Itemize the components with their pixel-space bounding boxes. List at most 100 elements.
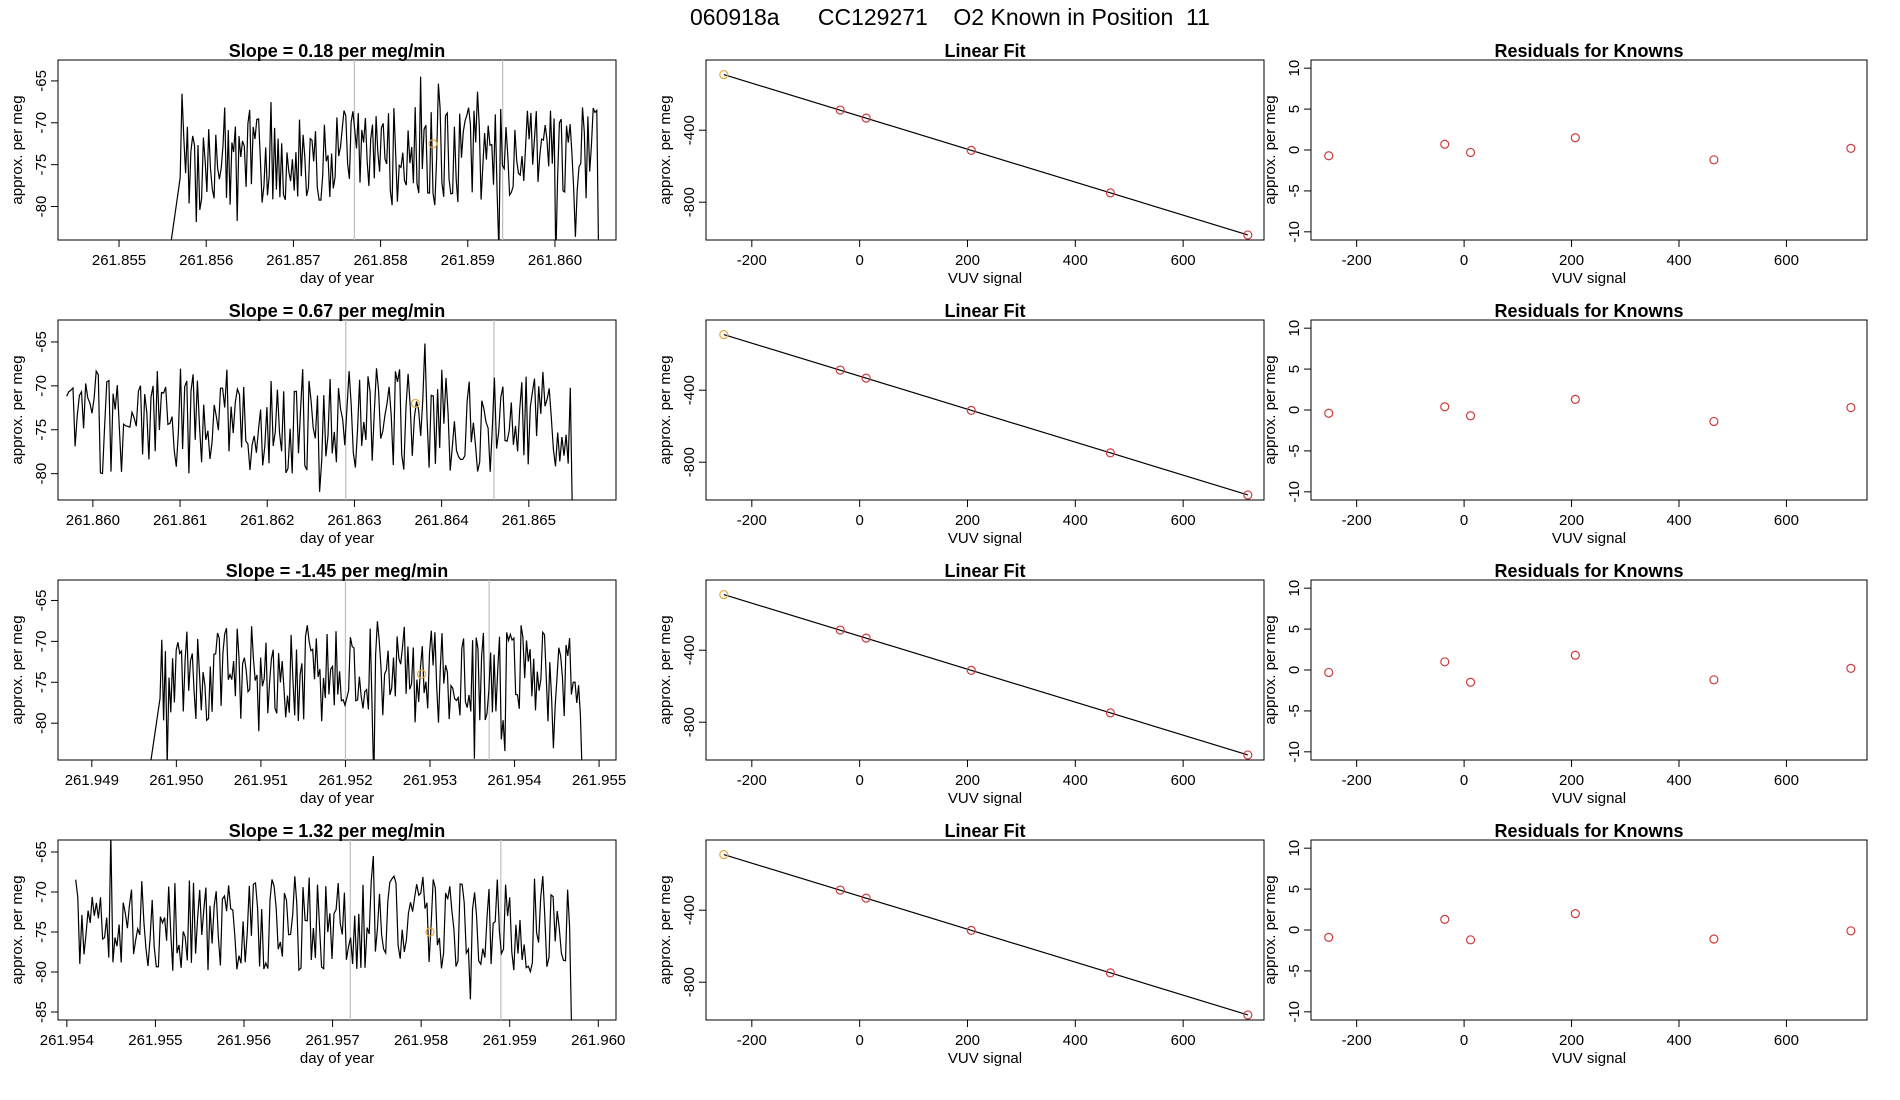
data-point (1465, 147, 1476, 158)
x-tick-label: 261.958 (394, 1032, 448, 1049)
x-tick-label: 261.960 (571, 1032, 625, 1049)
y-tick-label: -75 (33, 154, 50, 176)
chart-title: Slope = 0.18 per meg/min (229, 41, 446, 61)
x-axis-label: VUV signal (1552, 270, 1626, 287)
y-tick-label: -10 (1286, 221, 1303, 243)
plot-frame (705, 839, 1265, 1021)
data-point (1465, 935, 1476, 945)
y-tick-label: -75 (33, 419, 50, 441)
y-tick-label: -10 (1286, 1001, 1303, 1023)
y-tick-label: -80 (33, 712, 50, 734)
x-axis-label: VUV signal (948, 530, 1022, 547)
y-axis-label: approx. per meg (1262, 95, 1279, 204)
y-axis-label: approx. per meg (657, 95, 674, 204)
x-tick-label: 0 (855, 772, 863, 789)
y-tick-label: -400 (681, 895, 698, 925)
x-axis-label: day of year (300, 790, 374, 807)
data-point (861, 633, 871, 643)
y-tick-label: -70 (33, 631, 50, 653)
series-line (170, 76, 599, 240)
data-point (1105, 708, 1115, 718)
x-tick-label: -200 (1342, 252, 1372, 269)
data-point (1324, 932, 1334, 942)
x-tick-label: 0 (855, 252, 863, 269)
chart-title: Linear Fit (944, 561, 1025, 581)
x-axis-label: VUV signal (948, 790, 1022, 807)
chart-title: Residuals for Knowns (1494, 821, 1683, 841)
y-tick-label: -5 (1286, 184, 1303, 197)
plot-area (1324, 650, 1856, 687)
data-point (1709, 675, 1719, 685)
plot-frame (57, 319, 617, 501)
x-tick-label: 261.858 (353, 252, 407, 269)
plot-area (719, 69, 1253, 240)
y-tick-label: -65 (33, 841, 50, 863)
y-tick-label: -75 (33, 671, 50, 693)
y-tick-label: -800 (681, 967, 698, 997)
plot-area (1324, 909, 1856, 945)
x-tick-label: 261.952 (318, 772, 372, 789)
data-point (1243, 1010, 1253, 1020)
x-tick-label: 400 (1666, 252, 1691, 269)
x-tick-label: 600 (1171, 1032, 1196, 1049)
data-point (1105, 448, 1115, 458)
plot-area (150, 580, 583, 760)
data-point (1465, 677, 1476, 687)
x-tick-label: -200 (737, 252, 767, 269)
page-title: 060918a CC129271 O2 Known in Position 11 (690, 4, 1210, 30)
series-line (66, 343, 573, 500)
x-tick-label: -200 (1342, 1032, 1372, 1049)
y-tick-label: 0 (1286, 146, 1303, 154)
chart-panel-time_series-2: Slope = 0.67 per meg/min 261.860 261.861 26… (9, 301, 617, 547)
y-tick-label: -5 (1286, 704, 1303, 717)
plot-area (719, 849, 1253, 1020)
x-tick-label: 400 (1666, 772, 1691, 789)
data-point (1846, 926, 1856, 936)
x-tick-label: 261.855 (92, 252, 146, 269)
data-point (1570, 909, 1580, 919)
x-tick-label: 0 (1460, 512, 1468, 529)
chart-title: Slope = 1.32 per meg/min (229, 821, 446, 841)
x-axis-label: day of year (300, 1050, 374, 1067)
data-point (966, 145, 976, 155)
x-tick-label: -200 (737, 772, 767, 789)
plot-area (1324, 133, 1856, 165)
data-point (861, 893, 871, 903)
plot-area (75, 840, 572, 1020)
data-point (1709, 416, 1719, 427)
x-tick-label: 261.856 (179, 252, 233, 269)
y-axis-label: approx. per meg (9, 615, 26, 724)
chart-title: Slope = -1.45 per meg/min (226, 561, 449, 581)
data-point (1709, 934, 1719, 944)
y-axis-label: approx. per meg (657, 355, 674, 464)
x-tick-label: 261.955 (128, 1032, 182, 1049)
data-point (1846, 402, 1856, 413)
plot-area (719, 589, 1253, 760)
y-tick-label: -65 (33, 331, 50, 353)
data-point (1324, 408, 1334, 418)
x-tick-label: 600 (1774, 1032, 1799, 1049)
plot-area (66, 320, 573, 500)
plot-frame (57, 839, 617, 1021)
y-tick-label: -400 (681, 115, 698, 145)
x-axis-label: day of year (300, 530, 374, 547)
plot-frame (705, 59, 1265, 241)
y-axis-label: approx. per meg (9, 95, 26, 204)
x-tick-label: -200 (1342, 772, 1372, 789)
x-axis-label: VUV signal (948, 1050, 1022, 1067)
y-tick-label: 10 (1286, 840, 1303, 857)
chart-panel-residuals-4: Residuals for Knowns -200 0 200 400 600 10 5 0 -5… (1262, 821, 1868, 1067)
data-point (861, 113, 871, 123)
chart-panel-linear_fit-1: Linear Fit -200 0 200 400 600 -400 -800 VUV sign… (657, 41, 1265, 287)
x-tick-label: 261.860 (528, 252, 582, 269)
x-tick-label: 400 (1063, 252, 1088, 269)
y-tick-label: 0 (1286, 406, 1303, 414)
y-tick-label: 0 (1286, 926, 1303, 934)
data-point (1570, 650, 1580, 660)
chart-title: Residuals for Knowns (1494, 41, 1683, 61)
x-tick-label: 261.865 (502, 512, 556, 529)
x-tick-label: 261.859 (441, 252, 495, 269)
x-axis-label: day of year (300, 270, 374, 287)
fit-line (723, 334, 1249, 496)
